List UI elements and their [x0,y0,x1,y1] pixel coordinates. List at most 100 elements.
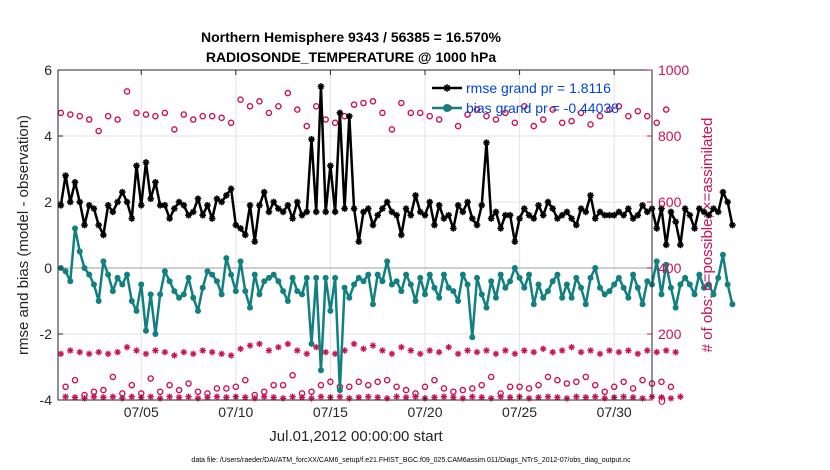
obs-possible-point [544,373,552,381]
obs-possible-point [355,378,363,386]
obs-possible-point [563,380,571,387]
rmse-point [308,136,315,143]
obs-assimilated-point [549,348,556,356]
obs-possible-point [331,119,339,127]
rmse-point [468,215,476,222]
bias-point [705,281,712,288]
bias-point [672,304,679,311]
obs-assimilated-point [166,393,173,400]
obs-assimilated-point [634,350,642,357]
rmse-point [374,211,382,219]
rmse-point [435,202,443,209]
obs-assimilated-point [653,348,660,356]
obs-assimilated-point [388,350,396,357]
rmse-point [341,205,348,212]
bias-point [270,271,277,278]
obs-possible-point [487,373,495,381]
bias-point [634,284,641,291]
obs-assimilated-point [497,393,504,400]
obs-possible-point [350,101,358,108]
obs-assimilated-point [90,393,98,400]
bias-point [114,274,121,281]
obs-assimilated-point [256,340,263,348]
bias-point [497,271,504,278]
bias-point [105,271,112,278]
y-right-tick-label: 1000 [658,62,689,78]
obs-assimilated-point [175,394,183,401]
rmse-point [388,208,396,216]
obs-possible-point [374,378,382,386]
rmse-point [643,208,651,216]
rmse-point [194,195,202,202]
bias-point [228,271,235,278]
obs-possible-point [317,381,325,389]
obs-possible-point [440,385,448,392]
obs-assimilated-point [100,394,107,401]
obs-assimilated-point [147,393,154,400]
obs-possible-point [62,383,69,391]
obs-possible-point [109,373,117,381]
bias-point [185,274,192,281]
rmse-point [57,202,65,209]
obs-assimilated-point [587,347,594,354]
bias-point [469,334,476,341]
bias-point [317,367,324,374]
rmse-point [582,208,590,216]
bias-point [535,281,542,288]
bias-point [455,298,462,304]
bias-point [265,274,272,281]
rmse-point [189,208,197,216]
rmse-point [360,208,367,216]
rmse-point [119,188,126,196]
obs-possible-point [643,112,651,120]
y-left-tick-label: 4 [44,128,52,144]
bias-point [190,294,197,301]
rmse-point [416,208,424,216]
rmse-point [100,231,107,239]
bias-point [474,274,481,281]
legend-bias-label: bias grand pr = -0.44038 [466,100,619,116]
y-left-tick-label: -2 [40,326,53,342]
rmse-point [114,198,121,206]
rmse-point [544,198,552,206]
rmse-point [535,202,542,209]
rmse-point [398,231,405,239]
obs-possible-point [549,106,556,113]
obs-possible-point [256,98,263,105]
y-right-tick-label: 400 [658,260,682,276]
rmse-point [166,215,173,222]
obs-assimilated-point [303,350,310,357]
y-left-tick-label: 6 [44,62,52,78]
obs-assimilated-point [577,348,585,356]
bias-point [398,288,405,295]
rmse-point [516,215,523,222]
rmse-point [705,211,713,219]
obs-assimilated-point [431,394,438,401]
obs-assimilated-point [298,394,306,401]
obs-possible-point [279,381,287,389]
rmse-point [383,198,391,206]
rmse-point [653,225,661,232]
right-y-axis: 0 200 400 600 800 1000 [647,62,689,408]
obs-assimilated-point [563,395,571,402]
bias-point [710,291,717,298]
bias-point [275,278,282,285]
bias-point [76,248,83,255]
bias-point [299,291,306,298]
obs-assimilated-point [152,347,159,354]
rmse-point [213,195,221,202]
obs-possible-point [369,98,377,105]
obs-possible-point [346,383,353,391]
bias-point [421,291,428,298]
rmse-point [223,192,230,199]
rmse-point [729,221,736,229]
bias-point [686,281,693,288]
obs-possible-point [308,388,315,396]
bias-point [294,288,301,295]
obs-assimilated-point [667,395,675,402]
rmse-point [710,205,717,212]
rmse-point [431,221,438,229]
rmse-point [478,202,486,209]
rmse-point [629,215,637,222]
obs-assimilated-point [672,348,679,356]
